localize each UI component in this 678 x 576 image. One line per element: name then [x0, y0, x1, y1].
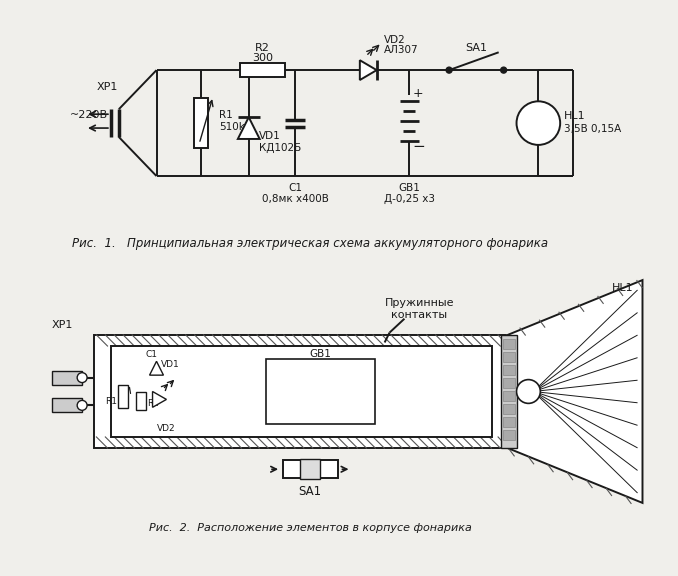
Circle shape: [77, 400, 87, 410]
Text: 300: 300: [252, 53, 273, 63]
Bar: [502, 353, 515, 362]
Polygon shape: [150, 361, 163, 375]
Bar: [240, 63, 285, 77]
Text: ~220В: ~220В: [71, 110, 108, 120]
Text: HL1: HL1: [612, 283, 633, 293]
Text: +: +: [412, 87, 423, 100]
Text: −: −: [412, 139, 425, 154]
Circle shape: [517, 101, 560, 145]
Text: R1: R1: [219, 110, 233, 120]
Bar: [136, 392, 146, 410]
Bar: [502, 430, 515, 439]
Bar: [194, 98, 208, 148]
Text: VD1: VD1: [259, 131, 281, 141]
Circle shape: [517, 380, 540, 403]
Text: C1: C1: [288, 183, 302, 193]
Text: VD2: VD2: [384, 35, 405, 46]
Bar: [118, 385, 127, 408]
Bar: [94, 335, 508, 449]
Polygon shape: [153, 392, 166, 407]
Bar: [300, 459, 320, 479]
Text: R2: R2: [148, 399, 159, 408]
Text: Д-0,25 х3: Д-0,25 х3: [384, 194, 435, 204]
Text: АЛ307: АЛ307: [384, 46, 418, 55]
Bar: [502, 418, 515, 427]
Bar: [502, 339, 515, 348]
Text: контакты: контакты: [391, 310, 447, 320]
Text: VD2: VD2: [157, 424, 175, 433]
Text: C1: C1: [146, 350, 157, 359]
Text: GB1: GB1: [309, 350, 331, 359]
Text: Рис.  1.   Принципиальная электрическая схема аккумуляторного фонарика: Рис. 1. Принципиальная электрическая схе…: [72, 237, 549, 250]
Polygon shape: [360, 60, 377, 80]
Polygon shape: [508, 280, 643, 503]
Bar: [111, 346, 492, 437]
Text: GB1: GB1: [399, 183, 420, 193]
Text: ХР1: ХР1: [96, 82, 117, 93]
Circle shape: [500, 67, 506, 73]
Text: VD1: VD1: [161, 360, 179, 369]
Bar: [500, 335, 517, 449]
Text: Пружинные: Пружинные: [384, 298, 454, 308]
Bar: [266, 359, 375, 424]
Text: Рис.  2.  Расположение элементов в корпусе фонарика: Рис. 2. Расположение элементов в корпусе…: [148, 522, 472, 533]
Bar: [502, 404, 515, 414]
Text: R1: R1: [105, 397, 117, 406]
Text: R2: R2: [255, 43, 270, 54]
Text: SA1: SA1: [299, 484, 322, 498]
Text: 0,8мк х400В: 0,8мк х400В: [262, 194, 329, 204]
Circle shape: [77, 373, 87, 382]
Bar: [52, 371, 82, 385]
Text: 510k: 510k: [219, 122, 245, 132]
Text: HL1: HL1: [564, 111, 586, 121]
Bar: [52, 399, 82, 412]
Circle shape: [446, 67, 452, 73]
Polygon shape: [238, 117, 260, 139]
Bar: [502, 366, 515, 374]
Text: SA1: SA1: [465, 43, 487, 54]
Bar: [283, 460, 338, 478]
Text: +: +: [357, 385, 369, 399]
Text: −: −: [272, 385, 283, 399]
Text: 3,5В 0,15А: 3,5В 0,15А: [564, 124, 622, 134]
Text: ХР1: ХР1: [52, 320, 73, 329]
Bar: [502, 378, 515, 388]
Bar: [502, 392, 515, 400]
Text: КД102Б: КД102Б: [259, 143, 301, 153]
